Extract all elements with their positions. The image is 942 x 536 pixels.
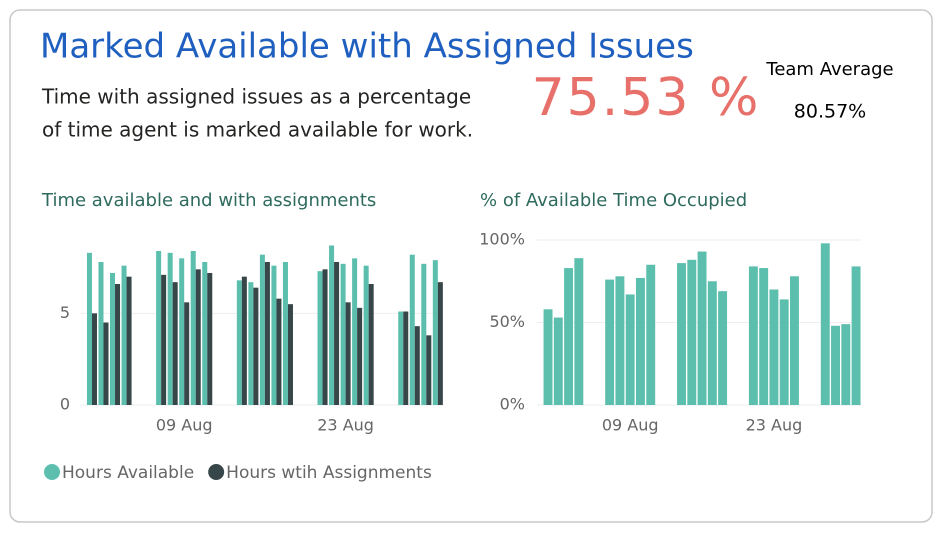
bar xyxy=(437,282,443,405)
bar xyxy=(207,273,213,405)
bar xyxy=(334,262,340,405)
bar xyxy=(340,263,346,405)
bar xyxy=(253,287,259,405)
bar xyxy=(202,262,208,405)
bar xyxy=(236,280,242,405)
bar xyxy=(748,266,758,405)
y-tick-label: 0% xyxy=(500,395,525,414)
bar xyxy=(769,289,779,405)
bar xyxy=(841,324,851,405)
chart-title: Time available and with assignments xyxy=(41,190,376,211)
bar xyxy=(543,309,553,405)
bar xyxy=(707,281,717,405)
kpi-value: 75.53 % xyxy=(532,68,761,128)
bar xyxy=(352,258,358,405)
bar xyxy=(322,269,328,405)
bar xyxy=(167,252,173,405)
bar xyxy=(421,263,427,405)
bar xyxy=(851,266,861,405)
bar xyxy=(110,273,116,405)
bar xyxy=(259,254,265,405)
bar xyxy=(103,322,109,405)
bar xyxy=(276,298,282,405)
legend-marker xyxy=(44,464,60,480)
bar xyxy=(687,259,697,405)
bar xyxy=(625,294,635,405)
bar xyxy=(121,265,127,405)
bar xyxy=(564,268,574,405)
bar xyxy=(264,262,270,405)
bar xyxy=(414,326,420,405)
bar xyxy=(179,258,185,405)
bar xyxy=(345,302,351,405)
bar xyxy=(271,265,277,405)
bar xyxy=(282,262,288,405)
description-line: of time agent is marked available for wo… xyxy=(42,118,473,142)
bar xyxy=(759,268,769,405)
legend-marker xyxy=(208,464,225,480)
bar xyxy=(363,265,369,405)
bar xyxy=(646,264,656,405)
x-tick-label: 23 Aug xyxy=(746,416,803,435)
bar xyxy=(98,262,104,405)
bar xyxy=(317,271,323,405)
card-title: Marked Available with Assigned Issues xyxy=(40,27,694,67)
bar xyxy=(615,276,625,405)
bar xyxy=(403,311,409,405)
bar xyxy=(553,317,563,405)
bar xyxy=(697,251,707,405)
bar xyxy=(432,260,438,405)
bar xyxy=(677,263,686,405)
bar xyxy=(357,307,363,405)
y-tick-label: 5 xyxy=(60,303,70,322)
bar xyxy=(287,304,293,405)
bar xyxy=(789,276,799,405)
bar xyxy=(195,269,201,405)
bar xyxy=(574,258,584,405)
chart-title: % of Available Time Occupied xyxy=(480,190,747,211)
bar xyxy=(820,243,830,405)
bar xyxy=(86,252,92,405)
x-tick-label: 09 Aug xyxy=(156,416,213,435)
x-tick-label: 23 Aug xyxy=(317,416,374,435)
bar xyxy=(718,291,728,405)
bar xyxy=(161,274,167,405)
bar xyxy=(831,325,840,405)
bar xyxy=(426,335,432,405)
bar xyxy=(409,254,415,405)
team-average-value: 80.57% xyxy=(794,101,866,123)
bar xyxy=(368,284,374,405)
legend-label: Hours wtih Assignments xyxy=(226,463,432,483)
bar xyxy=(248,282,254,405)
bar xyxy=(91,313,97,405)
bar xyxy=(115,284,121,405)
bar xyxy=(172,282,178,405)
y-tick-label: 50% xyxy=(489,312,525,331)
description-line: Time with assigned issues as a percentag… xyxy=(41,85,471,109)
bar xyxy=(635,277,645,405)
bar xyxy=(184,302,190,405)
x-tick-label: 09 Aug xyxy=(602,416,659,435)
bar xyxy=(190,251,196,405)
y-tick-label: 100% xyxy=(479,230,525,249)
bar xyxy=(156,251,162,405)
bar xyxy=(126,276,132,405)
bar xyxy=(329,245,335,405)
bar xyxy=(605,279,615,405)
bar xyxy=(398,311,404,405)
legend-label: Hours Available xyxy=(62,463,194,483)
bar xyxy=(241,276,247,405)
team-average-label: Team Average xyxy=(765,59,893,80)
bar xyxy=(779,299,789,405)
y-tick-label: 0 xyxy=(60,395,70,414)
